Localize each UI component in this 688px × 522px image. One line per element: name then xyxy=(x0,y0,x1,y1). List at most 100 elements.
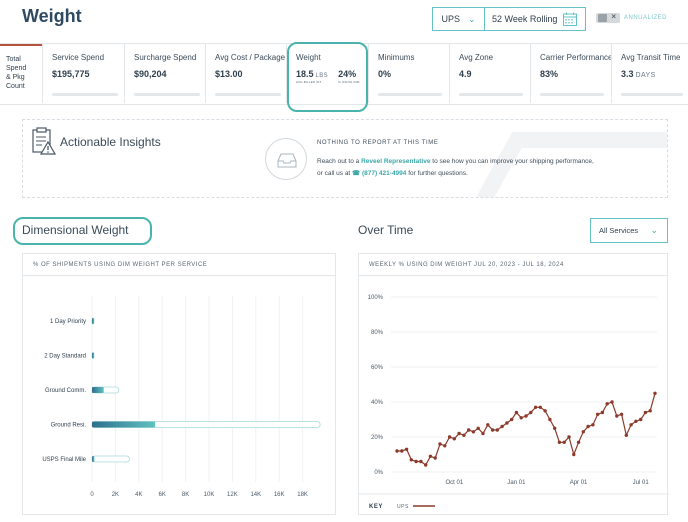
data-point xyxy=(447,435,452,439)
carrier-select[interactable]: UPS ⌄ xyxy=(432,7,485,31)
service-select[interactable]: All Services ⌄ xyxy=(590,218,668,243)
data-point xyxy=(634,419,638,423)
kpi-value: 18.5 xyxy=(296,69,314,79)
data-point xyxy=(576,440,581,444)
msg-text: Reach out to a xyxy=(317,158,362,165)
over-time-chart-title: WEEKLY % USING DIM WEIGHT JUL 20, 2023 -… xyxy=(359,254,667,276)
over-time-chart: 0% 20% 40% 60% 80% 100% Oct 01 Jan 01 Apr 01 Jul … xyxy=(359,295,669,510)
date-range-select[interactable]: 52 Week Rolling xyxy=(484,7,586,31)
data-point xyxy=(510,417,514,422)
kpi-value: 0% xyxy=(378,69,392,79)
kpi-weight[interactable]: Weight 18.5 LBS AVG BILLED WT 24% % USING… xyxy=(286,44,368,103)
data-point xyxy=(596,412,600,416)
carrier-select-value: UPS xyxy=(441,14,460,24)
x-tick-label: 12K xyxy=(227,492,238,498)
x-tick-label: 16K xyxy=(274,492,285,498)
kpi-bar xyxy=(621,93,683,96)
insights-status: NOTHING TO REPORT AT THIS TIME xyxy=(317,140,439,146)
calendar-icon[interactable] xyxy=(563,12,577,26)
data-point xyxy=(443,444,447,448)
data-point xyxy=(433,456,437,460)
data-point xyxy=(557,440,562,444)
page-title: Weight xyxy=(22,6,82,26)
kpi-label: Avg Zone xyxy=(459,53,494,62)
service-select-value: All Services xyxy=(599,226,639,235)
kpi-side-line: Total xyxy=(6,56,21,63)
kpi-minimums[interactable]: Minimums 0% xyxy=(368,44,449,103)
kpi-unit: LBS xyxy=(315,73,329,79)
kpi-value: 24% xyxy=(338,69,357,79)
bar-dim xyxy=(92,318,94,324)
kpi-bar xyxy=(134,93,200,96)
dim-by-service-chart: 0 2K 4K 6K 8K 10K 12K 14K 16K 18K 1 Day Priority 2 … xyxy=(42,296,321,498)
kpi-label: Surcharge Spend xyxy=(134,53,197,62)
kpi-bar xyxy=(215,93,281,96)
chevron-down-icon: ⌄ xyxy=(467,13,476,24)
inbox-icon-circle xyxy=(265,138,307,180)
data-point xyxy=(538,405,542,409)
dim-by-service-card: % OF SHIPMENTS USING DIM WEIGHT PER SERV… xyxy=(22,253,336,515)
inbox-icon xyxy=(277,153,297,168)
kpi-value: $195,775 xyxy=(52,69,90,79)
data-point xyxy=(476,426,480,430)
kpi-label: Avg Cost / Package xyxy=(215,53,286,62)
kpi-value: 3.3 xyxy=(621,69,634,79)
data-point xyxy=(624,433,628,437)
data-point xyxy=(553,426,557,430)
data-point xyxy=(524,414,528,418)
x-tick-label: Jul 01 xyxy=(633,480,650,486)
data-point xyxy=(562,440,566,444)
phone-link[interactable]: ☎ (877) 421-4994 xyxy=(352,170,407,177)
kpi-weight-avg: 18.5 LBS AVG BILLED WT xyxy=(296,69,328,84)
y-tick-label: 80% xyxy=(371,330,384,336)
data-point xyxy=(486,423,490,427)
insights-title: Actionable Insights xyxy=(60,135,161,149)
kpi-weight-dim: 24% % USING DIM xyxy=(338,69,360,84)
data-point xyxy=(615,414,619,418)
kpi-avg-transit[interactable]: Avg Transit Time 3.3 DAYS xyxy=(611,44,688,103)
y-tick-label: 40% xyxy=(371,400,384,406)
kpi-side-line: & Pkg xyxy=(6,74,25,81)
kpi-value: 83% xyxy=(540,69,559,79)
dim-chart-title: % OF SHIPMENTS USING DIM WEIGHT PER SERV… xyxy=(23,254,335,276)
kpi-value: $13.00 xyxy=(215,69,243,79)
kpi-weight-values: 18.5 LBS AVG BILLED WT 24% % USING DIM xyxy=(296,69,368,84)
phone-number: (877) 421-4994 xyxy=(361,170,407,177)
representative-link[interactable]: Reveel Representative xyxy=(361,158,431,165)
data-point xyxy=(610,400,614,404)
kpi-bar xyxy=(459,93,523,96)
data-point xyxy=(438,442,442,446)
data-point xyxy=(471,430,476,434)
data-point xyxy=(428,454,433,458)
data-point xyxy=(533,405,538,409)
data-point xyxy=(514,410,519,415)
msg-text: for further questions. xyxy=(406,170,468,177)
kpi-sub-label: % USING DIM xyxy=(338,80,360,84)
annualized-toggle[interactable]: × xyxy=(596,12,620,23)
kpi-side-line: Count xyxy=(6,83,25,90)
y-category-label: 1 Day Priority xyxy=(50,319,86,325)
bar-total xyxy=(91,455,130,463)
kpi-value: $90,204 xyxy=(134,69,167,79)
bar-dim xyxy=(92,456,95,462)
kpi-avg-cost[interactable]: Avg Cost / Package $13.00 xyxy=(205,44,286,103)
kpi-carrier-performance[interactable]: Carrier Performance 83% xyxy=(530,44,612,103)
kpi-surcharge-spend[interactable]: Surcharge Spend $90,204 xyxy=(124,44,205,103)
kpi-side-line: Spend xyxy=(6,65,27,72)
toggle-knob xyxy=(598,14,607,22)
kpi-service-spend[interactable]: Service Spend $195,775 xyxy=(42,44,124,103)
kpi-avg-zone[interactable]: Avg Zone 4.9 xyxy=(449,44,530,103)
y-tick-label: 100% xyxy=(368,295,384,301)
kpi-bar xyxy=(52,93,118,96)
data-point xyxy=(543,409,547,413)
data-point xyxy=(581,430,585,434)
bar-dim xyxy=(92,387,104,393)
y-category-label: USPS Final Mile xyxy=(42,457,86,463)
y-category-label: Ground Comm. xyxy=(45,388,86,394)
data-point xyxy=(400,449,404,453)
data-point xyxy=(648,409,652,413)
y-category-label: 2 Day Standard xyxy=(44,354,86,360)
y-tick-label: 0% xyxy=(374,470,383,476)
over-time-card: WEEKLY % USING DIM WEIGHT JUL 20, 2023 -… xyxy=(358,253,669,515)
data-point xyxy=(548,417,552,422)
